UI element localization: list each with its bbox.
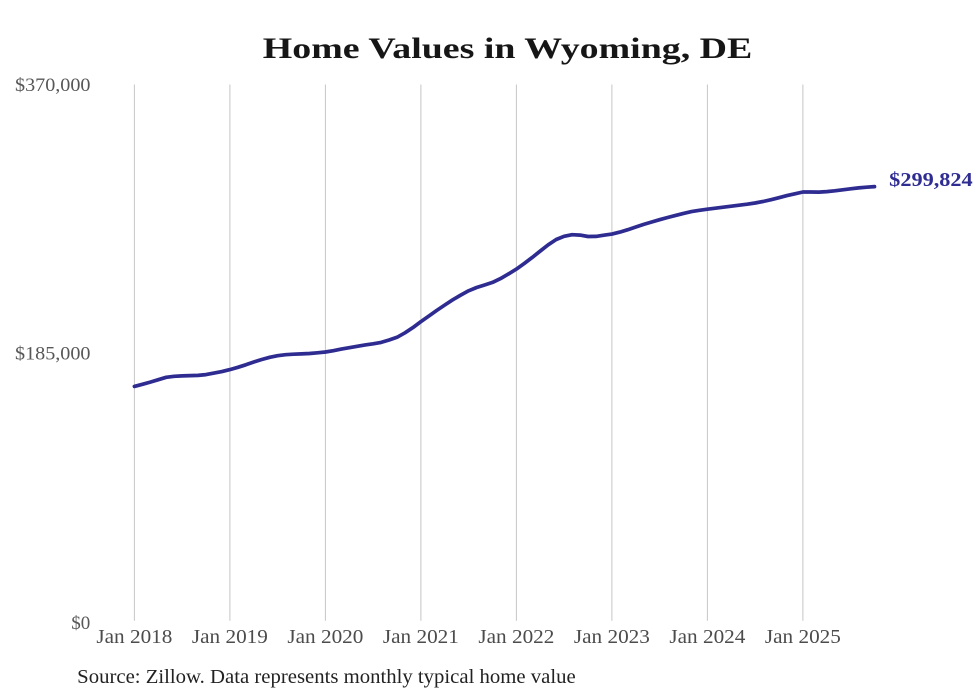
svg-text:Jan 2023: Jan 2023	[574, 626, 650, 648]
svg-text:$370,000: $370,000	[15, 75, 91, 96]
svg-text:Jan 2020: Jan 2020	[287, 626, 363, 648]
svg-text:Jan 2021: Jan 2021	[383, 626, 459, 648]
svg-text:Jan 2025: Jan 2025	[765, 626, 841, 648]
svg-text:Source: Zillow. Data represent: Source: Zillow. Data represents monthly …	[77, 666, 576, 688]
svg-text:Jan 2022: Jan 2022	[478, 626, 554, 648]
svg-text:$185,000: $185,000	[15, 343, 91, 364]
svg-text:Jan 2019: Jan 2019	[192, 626, 268, 648]
svg-text:$0: $0	[71, 613, 90, 634]
svg-text:Home Values in Wyoming, DE: Home Values in Wyoming, DE	[263, 33, 753, 65]
svg-text:$299,824: $299,824	[889, 169, 973, 191]
svg-text:Jan 2018: Jan 2018	[96, 626, 172, 648]
svg-text:Jan 2024: Jan 2024	[669, 626, 745, 648]
